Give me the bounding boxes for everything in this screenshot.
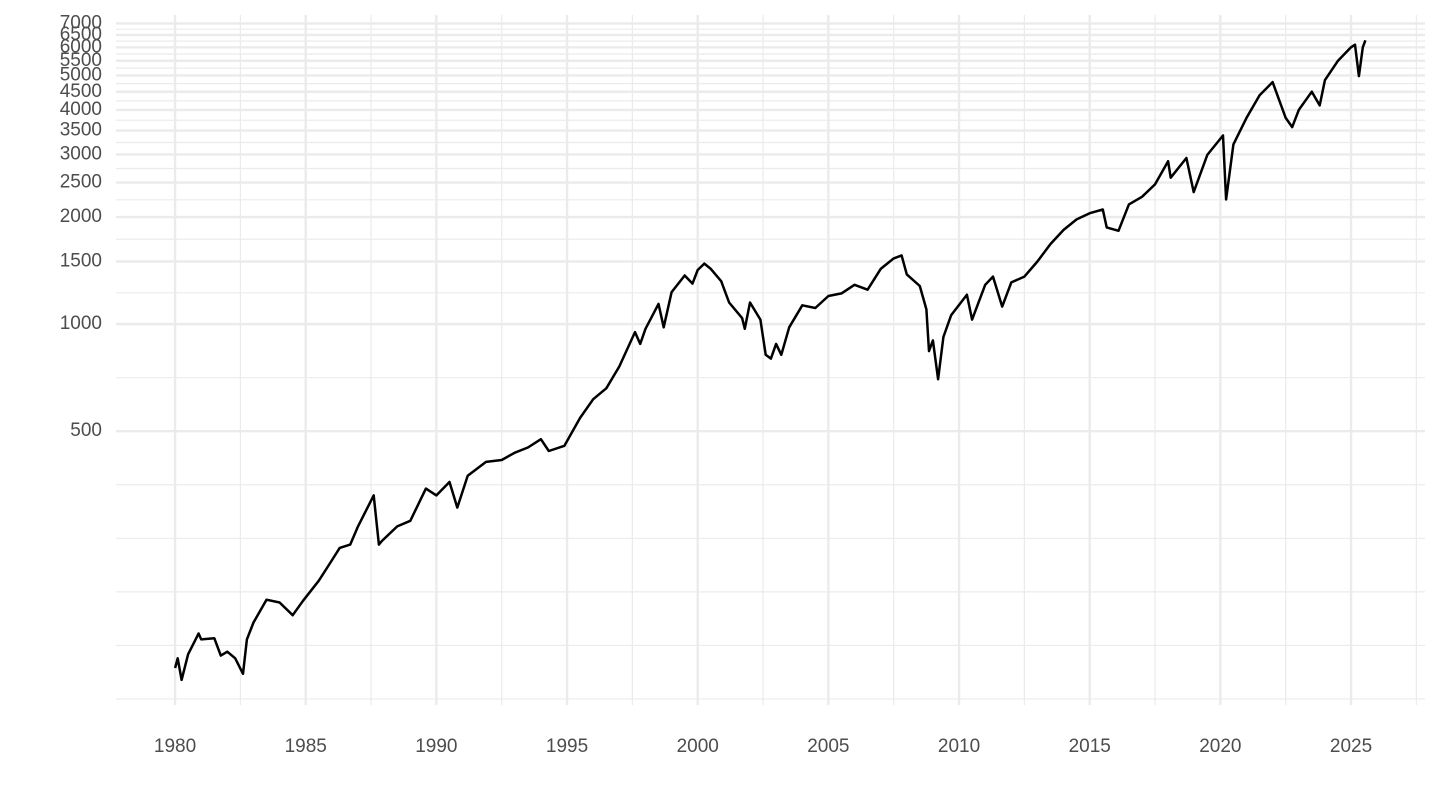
y-tick-label: 4500 — [60, 81, 102, 102]
y-tick-label: 500 — [70, 420, 102, 441]
x-tick-label: 1980 — [154, 736, 196, 757]
y-tick-label: 1500 — [60, 251, 102, 272]
x-tick-label: 2010 — [938, 736, 980, 757]
y-tick-label: 6000 — [60, 36, 102, 57]
y-tick-label: 1000 — [60, 313, 102, 334]
x-tick-label: 2020 — [1199, 736, 1241, 757]
y-tick-label: 3000 — [60, 143, 102, 164]
y-tick-label: 6500 — [60, 24, 102, 45]
x-tick-label: 2015 — [1069, 736, 1111, 757]
x-tick-label: 2005 — [807, 736, 849, 757]
y-tick-label: 2000 — [60, 206, 102, 227]
y-tick-label: 7000 — [60, 12, 102, 33]
y-tick-label: 3500 — [60, 120, 102, 141]
y-tick-label: 4000 — [60, 99, 102, 120]
x-tick-label: 1985 — [285, 736, 327, 757]
y-tick-label: 2500 — [60, 172, 102, 193]
x-tick-label: 1995 — [546, 736, 588, 757]
y-tick-label: 5500 — [60, 50, 102, 71]
x-tick-label: 2000 — [677, 736, 719, 757]
x-tick-label: 1990 — [415, 736, 457, 757]
line-series — [173, 39, 1367, 682]
x-tick-label: 2025 — [1330, 736, 1372, 757]
y-tick-label: 5000 — [60, 64, 102, 85]
